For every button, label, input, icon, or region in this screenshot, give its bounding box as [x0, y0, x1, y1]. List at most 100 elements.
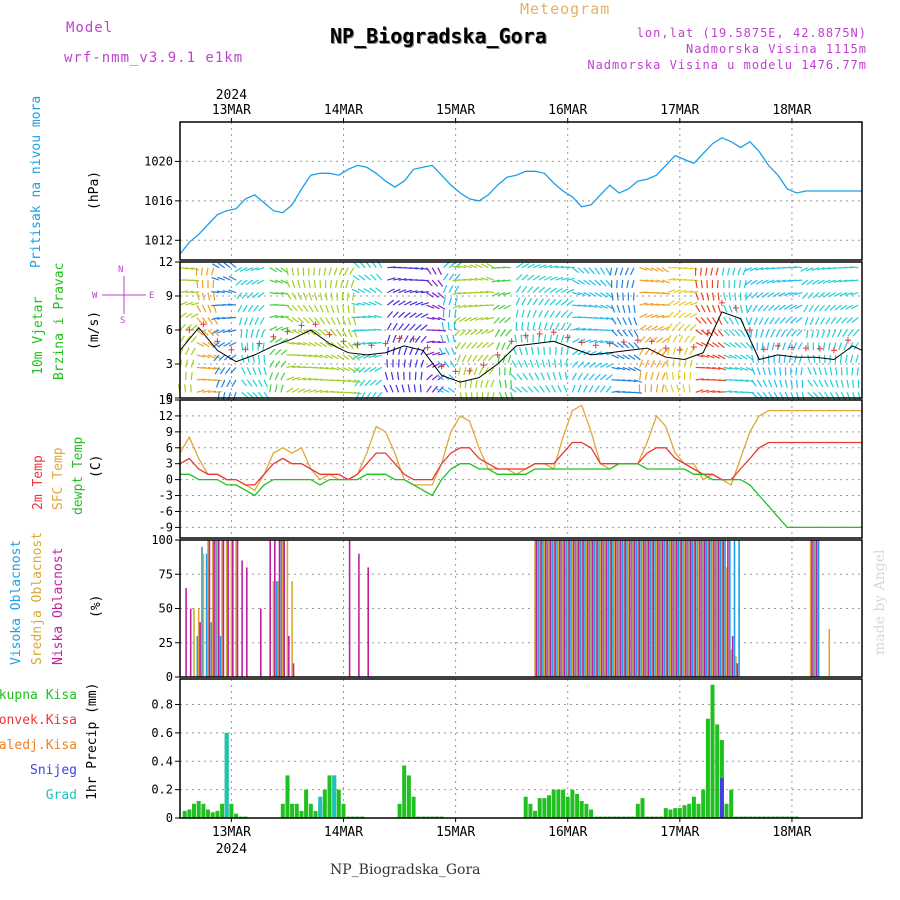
wind-barb [630, 267, 635, 276]
wind-barb [807, 379, 813, 387]
wind-barb [788, 266, 797, 269]
precip_total-bar [547, 795, 551, 818]
wind-barb [505, 329, 512, 337]
wind-barb [469, 379, 473, 388]
wind-barb [711, 317, 718, 325]
wind-barb [855, 354, 859, 363]
wind-barb [347, 366, 356, 372]
wind-barb [275, 279, 283, 284]
wind-barb [650, 348, 657, 356]
wind-barb [803, 304, 809, 313]
wind-barb [263, 379, 269, 388]
precip_total-bar [729, 789, 734, 818]
wind-barb [835, 317, 842, 324]
wind-barb [368, 315, 377, 319]
wind-barb [684, 267, 693, 270]
wind-barb [784, 379, 788, 388]
wind-barb [481, 342, 489, 348]
wind-barb [689, 347, 695, 356]
wind-barb [179, 312, 187, 318]
y-tick-label: 0.8 [151, 698, 173, 712]
wind-barb [656, 279, 665, 284]
wind-barb [179, 267, 188, 270]
precip_total-bar [341, 803, 346, 818]
wind-barb [228, 329, 237, 333]
wind-barb [555, 346, 557, 355]
wind-barb [627, 329, 634, 338]
wind-ylabel-2: Brzina i Pravac [52, 263, 67, 380]
temp-ylabel-dew: dewpt Temp [71, 437, 86, 515]
wind-barb [794, 304, 803, 310]
wind-barb [213, 354, 220, 362]
wind-barb [297, 292, 302, 300]
wind-barb [549, 310, 555, 318]
wind-barb [504, 379, 507, 388]
wind-barb [751, 391, 758, 399]
wind-barb [493, 317, 500, 324]
page-title: NP_Biogradska_Gora [330, 24, 547, 48]
wind-barb [847, 329, 854, 337]
wind-barb [667, 300, 675, 306]
precip-legend-conv: Konvek.Kisa [0, 713, 77, 728]
wind-barb [431, 385, 438, 393]
wind-barb [413, 384, 416, 393]
y-tick-label: 25 [159, 636, 173, 650]
wind-barb [240, 329, 243, 339]
wind-barb [259, 317, 265, 325]
panel-frame [179, 678, 863, 819]
precip-legend-frz: Zaledj.Kisa [0, 738, 77, 753]
wind-barb [308, 317, 315, 324]
wind-barb [238, 317, 243, 326]
wind-barb [441, 387, 450, 393]
wind-barb [358, 274, 366, 281]
wind-barb [432, 352, 441, 356]
wind-barb [532, 309, 537, 318]
wind-barb [583, 350, 591, 356]
wind-barb [571, 372, 577, 381]
wind-barb [489, 367, 495, 375]
wind-barb [605, 304, 614, 310]
wind-barb [805, 267, 814, 272]
wind-barb [835, 379, 839, 388]
wind-barb [561, 266, 570, 269]
wind-barb [213, 391, 222, 393]
wind-barb [212, 263, 220, 269]
wind-barb [843, 342, 848, 351]
wind-barb [539, 385, 545, 393]
wind-barb [280, 360, 287, 368]
wind-barb [216, 316, 225, 320]
wind-barb [452, 292, 461, 295]
wind-barb [560, 322, 566, 331]
wind-barb [226, 379, 231, 388]
wind-barb [555, 287, 563, 294]
wind-barb [790, 317, 797, 324]
wind-barb [213, 292, 216, 301]
y-tick-label: 12 [159, 409, 173, 423]
y-tick-label: 0.2 [151, 783, 173, 797]
wind-barb [577, 349, 585, 356]
wind-barb [555, 265, 564, 269]
wind-barb [510, 379, 512, 388]
wind-barb [217, 341, 226, 348]
wind-barb [811, 279, 820, 285]
wind-barb [543, 310, 549, 318]
wind-barb [196, 304, 202, 313]
wind-barb [185, 312, 193, 319]
wind-barb [286, 316, 294, 323]
wind-barb [628, 366, 636, 372]
wind-barb [486, 392, 489, 401]
precip_snow-bar [719, 778, 724, 818]
wind-barb [782, 342, 786, 351]
wind-barb [280, 315, 289, 319]
x-label-bottom: 17MAR [660, 825, 699, 840]
wind-barb [528, 372, 534, 381]
wind-barb [397, 371, 400, 380]
wind-barb [825, 317, 831, 325]
wind-barb [667, 334, 672, 343]
wind-barb [761, 292, 769, 298]
wind-barb [409, 301, 418, 306]
wind-barb [185, 335, 191, 343]
wind-barb [207, 329, 215, 337]
wind-barb [448, 285, 454, 293]
wind-barb [446, 334, 450, 343]
